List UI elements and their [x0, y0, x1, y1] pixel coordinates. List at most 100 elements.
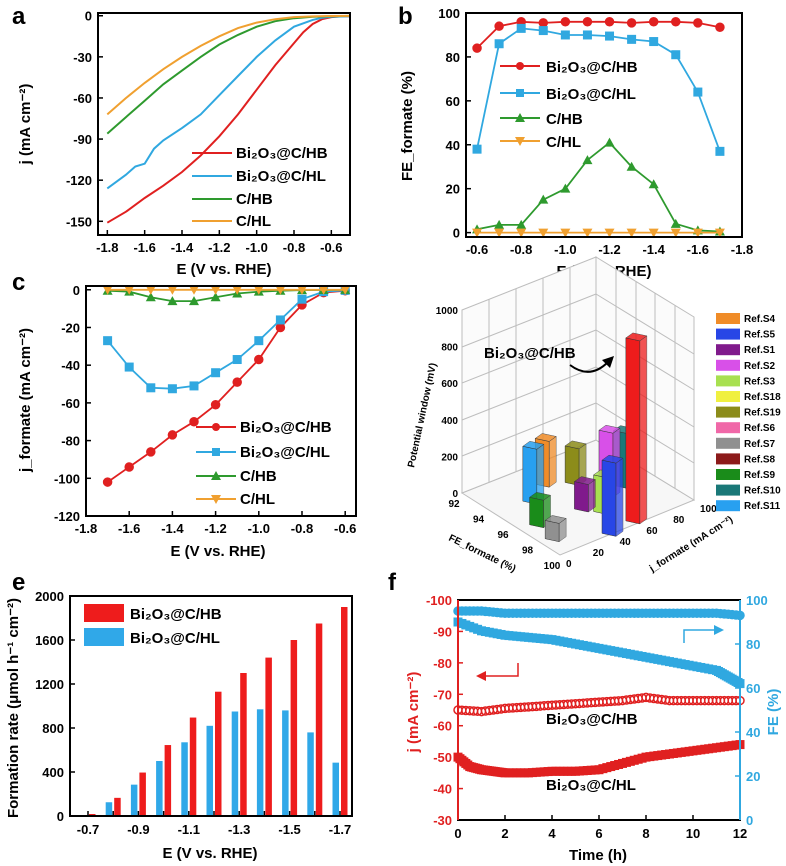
- panel-b-frame: [465, 12, 743, 238]
- data-point-3-2: [145, 285, 156, 295]
- data-point-2-7: [626, 161, 637, 171]
- legend-text-e-hl: Bi₂O₃@C/HL: [130, 630, 220, 647]
- panel-c-label: c: [12, 269, 25, 296]
- bar-front-9: [529, 496, 544, 529]
- bar-top-10: [544, 515, 567, 524]
- data-point-2-6: [604, 137, 615, 147]
- y-tick-label: 2000: [35, 589, 64, 604]
- legend-marker-c-hb: [212, 423, 220, 431]
- legend-text-c-hl: C/HL: [236, 213, 271, 230]
- z-tick-label: 200: [441, 452, 458, 463]
- data-point-2-5: [210, 292, 221, 302]
- legend-text-d-11: Ref.S10: [744, 486, 781, 497]
- legend-text-d-10: Ref.S9: [744, 470, 776, 481]
- panel-b: b -0.6 -0.8 -1.0 -1.2 -1.4 -1.6 -1.8 0 20 40 60 80 1…: [398, 3, 753, 280]
- legend-text-d-9: Ref.S8: [744, 454, 776, 465]
- y-tick-label: 40: [446, 138, 460, 153]
- legend-text-c-chb: C/HB: [240, 468, 277, 485]
- legend-text-d-6: Ref.S19: [744, 408, 781, 419]
- panel-e-frame: [69, 595, 353, 817]
- legend-swatch-d-0: [716, 313, 740, 324]
- bar-1-3: [156, 761, 163, 816]
- legend-swatch-e-hl: [84, 628, 124, 646]
- data-point-2-1: [494, 219, 505, 229]
- x-tick-label: -1.5: [278, 822, 300, 837]
- bar-1-8: [282, 710, 289, 816]
- legend-text-bi2o3-hl: Bi₂O₃@C/HL: [236, 168, 326, 185]
- legend-text-b-hl: Bi₂O₃@C/HL: [546, 86, 636, 103]
- legend-swatch-d-8: [716, 437, 740, 449]
- x-tick-label: -1.2: [598, 242, 620, 257]
- panel-b-ylabel: FE_formate (%): [399, 71, 416, 181]
- legend-text-b-chb: C/HB: [546, 111, 583, 128]
- data-point-0-8: [648, 17, 659, 27]
- y2-tick-label: 100: [746, 593, 768, 608]
- y-tick-label: 40: [620, 537, 632, 548]
- data-point-0-10: [693, 18, 703, 28]
- data-point-1-4: [560, 30, 570, 40]
- bar-0-4: [189, 717, 197, 816]
- data-point-1-3: [538, 26, 548, 36]
- x-tick-label: -1.2: [204, 521, 226, 536]
- panel-a-label: a: [12, 3, 26, 30]
- legend-marker-b-hl: [516, 89, 524, 97]
- bar-front-10: [544, 520, 560, 543]
- data-point-3-8: [648, 228, 659, 238]
- bar-0-7: [265, 657, 272, 816]
- panel-a: a -1.8 -1.6 -1.4 -1.2 -1.0 -0.8 -0.6 0 -30 -60 -90…: [12, 3, 351, 278]
- y-tick-label: -150: [66, 214, 92, 229]
- panel-f-right-arrow: [683, 629, 718, 643]
- bar-0-2: [139, 772, 146, 816]
- panel-f-right-arrowhead: [714, 625, 724, 635]
- x-tick-label: 6: [595, 826, 602, 841]
- y-tick-label: -90: [433, 624, 452, 639]
- data-point-1-4: [189, 381, 199, 391]
- panel-f-left-arrow: [482, 663, 519, 677]
- panel-e-xlabel: E (V vs. RHE): [162, 845, 257, 862]
- y-tick-label: -80: [61, 434, 80, 449]
- data-point-2-2: [145, 292, 156, 302]
- z-tick-label: 1000: [436, 306, 459, 317]
- panel-d-arrowhead: [602, 356, 614, 368]
- bar-top-2: [522, 441, 545, 450]
- data-point-3-6: [232, 285, 243, 295]
- data-point-1-2: [146, 383, 156, 393]
- x-tick-label: -1.0: [245, 240, 267, 255]
- panel-a-series: [106, 14, 351, 224]
- data-point-3-0: [472, 228, 483, 238]
- legend-text-b-chl: C/HL: [546, 134, 581, 151]
- data-point-3-4: [560, 228, 571, 238]
- data-point-0-1: [124, 462, 134, 472]
- bar-0-5: [215, 691, 222, 816]
- panel-a-xlabel: E (V vs. RHE): [176, 261, 271, 278]
- data-point-3-11: [340, 285, 351, 295]
- data-point-0-0: [472, 43, 482, 53]
- legend-text-d-1: Ref.S5: [744, 330, 776, 341]
- panel-c-xlabel: E (V vs. RHE): [170, 543, 265, 560]
- data-point-3-11: [714, 228, 725, 238]
- data-point-3-0: [102, 285, 113, 295]
- data-point-1-10: [693, 87, 703, 97]
- legend-text-d-12: Ref.S11: [744, 501, 781, 512]
- bar-top-9: [528, 492, 552, 501]
- legend-text-c-hb: C/HB: [236, 191, 273, 208]
- y-tick-label: 60: [446, 94, 460, 109]
- data-point-3-5: [582, 228, 593, 238]
- bar-0-10: [341, 607, 348, 816]
- series-line-2: [107, 289, 346, 303]
- series-line-0: [106, 15, 351, 224]
- data-point-3-3: [538, 228, 549, 238]
- y-tick-label: 100: [438, 6, 460, 21]
- panel-f-left-arrowhead: [476, 671, 486, 681]
- legend-swatch-e-hb: [84, 604, 124, 622]
- data-point-0-11: [715, 22, 725, 33]
- panel-f-label: f: [388, 569, 397, 596]
- panel-e-label: e: [12, 569, 25, 596]
- y-tick-label: 0: [453, 226, 460, 241]
- data-point-1-9: [671, 50, 681, 60]
- bar-top-1: [534, 433, 557, 442]
- y-tick-label: 80: [673, 515, 685, 526]
- legend-text-e-hb: Bi₂O₃@C/HB: [130, 606, 222, 623]
